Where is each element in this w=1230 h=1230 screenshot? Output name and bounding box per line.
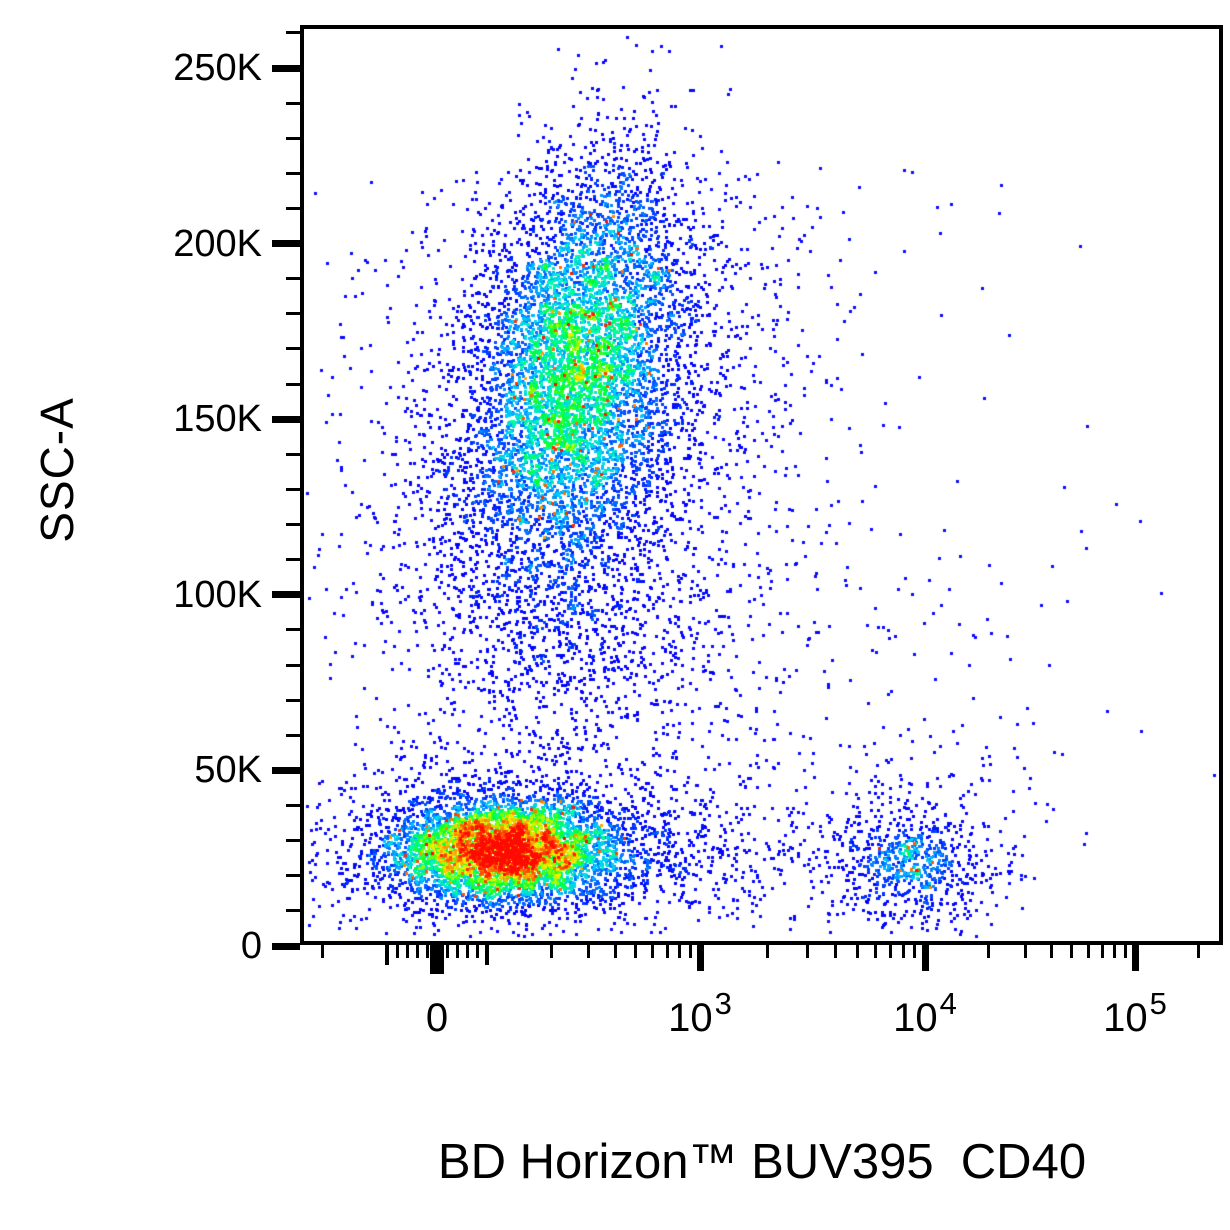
- x-tick-label: 105: [1103, 986, 1167, 1040]
- x-major-tick: [697, 945, 704, 971]
- x-minor-tick: [1070, 945, 1073, 958]
- scatter-canvas: [304, 29, 1219, 941]
- x-minor-tick: [856, 945, 859, 958]
- y-minor-tick: [286, 804, 300, 807]
- x-minor-tick: [666, 945, 669, 958]
- y-minor-tick: [286, 347, 300, 350]
- x-minor-tick: [1197, 945, 1200, 958]
- y-major-tick: [272, 943, 300, 950]
- y-minor-tick: [286, 207, 300, 210]
- y-tick-label: 100K: [173, 574, 262, 616]
- x-minor-tick: [614, 945, 617, 958]
- y-minor-tick: [286, 172, 300, 175]
- x-minor-tick: [1113, 945, 1116, 958]
- y-tick-label: 150K: [173, 398, 262, 440]
- x-tick-label: 0: [425, 996, 449, 1040]
- y-tick-label: 0: [240, 925, 262, 967]
- x-minor-tick: [834, 945, 837, 958]
- y-minor-tick: [286, 699, 300, 702]
- y-minor-tick: [286, 137, 300, 140]
- y-major-tick: [272, 767, 300, 774]
- y-minor-tick: [286, 453, 300, 456]
- y-minor-tick: [286, 874, 300, 877]
- y-minor-tick: [286, 102, 300, 105]
- x-axis-title: BD Horizon™ BUV395 CD40: [437, 1135, 1087, 1189]
- x-minor-tick: [1101, 945, 1104, 958]
- y-minor-tick: [286, 383, 300, 386]
- x-minor-tick: [466, 945, 469, 958]
- x-minor-tick: [416, 945, 419, 958]
- y-major-tick: [272, 240, 300, 247]
- plot-area: [300, 25, 1223, 945]
- x-minor-tick: [476, 945, 479, 958]
- x-tick-label: 104: [893, 986, 957, 1040]
- y-minor-tick: [286, 628, 300, 631]
- x-major-tick: [430, 945, 444, 974]
- x-minor-tick: [550, 945, 553, 958]
- y-minor-tick: [286, 909, 300, 912]
- x-minor-tick: [874, 945, 877, 958]
- y-tick-label: 50K: [194, 749, 262, 791]
- x-minor-tick: [889, 945, 892, 958]
- y-major-tick: [272, 416, 300, 423]
- y-axis-title: SSC-A: [31, 397, 83, 543]
- y-minor-tick: [286, 31, 300, 34]
- y-minor-tick: [286, 664, 300, 667]
- y-minor-tick: [286, 839, 300, 842]
- y-major-tick: [272, 65, 300, 72]
- x-minor-tick: [1124, 945, 1127, 958]
- y-tick-label: 250K: [173, 47, 262, 89]
- x-minor-tick: [456, 945, 459, 958]
- y-minor-tick: [286, 523, 300, 526]
- x-minor-tick: [446, 945, 449, 958]
- x-minor-tick: [321, 945, 324, 958]
- y-minor-tick: [286, 558, 300, 561]
- x-minor-tick: [426, 945, 429, 958]
- y-minor-tick: [286, 734, 300, 737]
- x-minor-tick: [689, 945, 692, 958]
- x-minor-tick: [587, 945, 590, 958]
- x-major-tick: [1132, 945, 1139, 971]
- x-minor-tick: [806, 945, 809, 958]
- y-minor-tick: [286, 312, 300, 315]
- x-minor-tick: [651, 945, 654, 958]
- x-medium-tick: [385, 945, 389, 965]
- y-tick-label: 200K: [173, 223, 262, 265]
- x-minor-tick: [406, 945, 409, 958]
- x-tick-label: 103: [668, 986, 732, 1040]
- x-minor-tick: [902, 945, 905, 958]
- x-minor-tick: [987, 945, 990, 958]
- x-minor-tick: [766, 945, 769, 958]
- x-minor-tick: [1050, 945, 1053, 958]
- x-minor-tick: [1087, 945, 1090, 958]
- x-minor-tick: [634, 945, 637, 958]
- y-minor-tick: [286, 488, 300, 491]
- x-minor-tick: [396, 945, 399, 958]
- x-minor-tick: [913, 945, 916, 958]
- x-minor-tick: [1024, 945, 1027, 958]
- x-minor-tick: [678, 945, 681, 958]
- y-minor-tick: [286, 277, 300, 280]
- x-medium-tick: [485, 945, 489, 965]
- y-major-tick: [272, 591, 300, 598]
- x-major-tick: [922, 945, 929, 971]
